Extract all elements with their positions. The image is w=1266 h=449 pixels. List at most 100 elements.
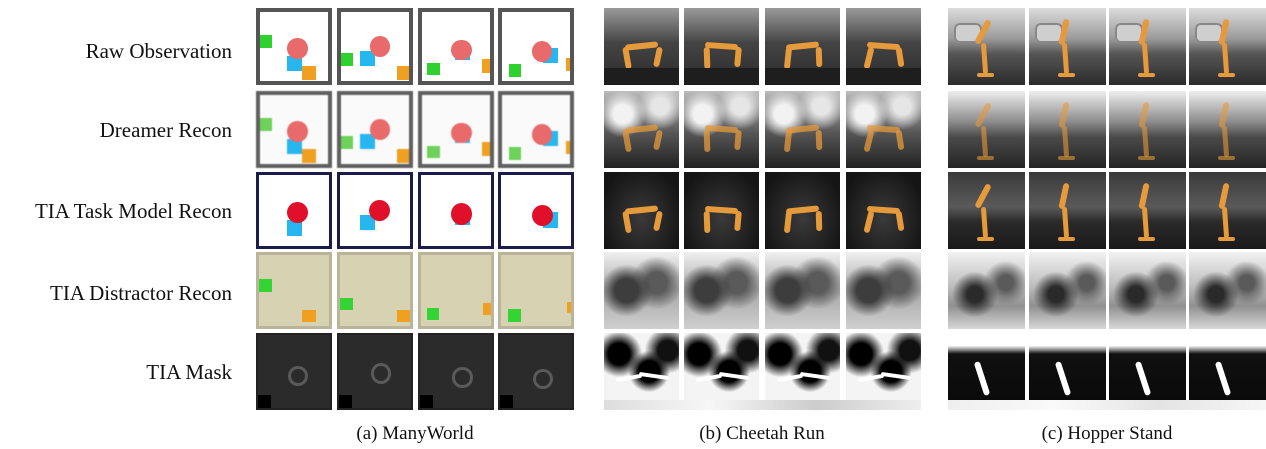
cheetah-frame — [684, 8, 759, 85]
manyworld-frame — [256, 252, 332, 329]
hopper-foot — [1218, 236, 1236, 241]
cheetah-mask-outline — [695, 374, 722, 383]
cheetah-mask-outline — [776, 374, 803, 383]
cheetah-frame — [604, 91, 679, 168]
hopper-leg — [1221, 43, 1229, 75]
hopper-foot — [1218, 72, 1236, 77]
hopper-frame — [1189, 333, 1266, 403]
manyworld-frame — [337, 333, 413, 410]
red-ball — [369, 199, 391, 222]
cheetah-front-leg — [734, 210, 742, 231]
orange-block — [482, 303, 491, 315]
red-ball — [287, 201, 308, 224]
hopper-leg — [1141, 43, 1149, 75]
cheetah-back-leg — [783, 46, 792, 69]
green-block — [426, 307, 440, 321]
hopper-mask-leg — [973, 360, 991, 397]
hopper-mask-strip — [948, 400, 1266, 410]
green-block — [508, 147, 522, 160]
orange-block — [302, 310, 317, 322]
hopper-torso — [1058, 182, 1070, 210]
green-block — [427, 63, 440, 76]
hopper-torso — [974, 101, 993, 128]
cheetah-mask-strip — [604, 400, 921, 410]
green-block — [260, 118, 273, 131]
cheetah-back-leg — [862, 210, 875, 233]
cheetah-front-leg — [895, 210, 905, 231]
orange-block — [565, 57, 570, 72]
hopper-leg — [1061, 126, 1069, 158]
blue-block — [287, 56, 303, 72]
green-block — [341, 136, 354, 149]
hopper-frame — [1029, 8, 1106, 85]
cheetah-frame — [846, 252, 921, 329]
orange-block — [396, 65, 409, 80]
hopper-frame — [1029, 333, 1106, 403]
hopper-frame — [1029, 172, 1106, 249]
ground-strip — [846, 68, 921, 85]
cheetah-back-leg — [703, 129, 710, 152]
cheetah-mask-outline — [615, 374, 642, 383]
cheetah-torso — [704, 42, 739, 51]
hopper-frame — [1189, 172, 1266, 249]
blue-block — [360, 50, 375, 66]
cheetah-frame — [604, 252, 679, 329]
hopper-mask-leg — [1214, 360, 1232, 397]
cheetah-front-leg — [815, 210, 823, 231]
hopper-torso — [1138, 101, 1150, 129]
cheetah-torso — [704, 125, 739, 134]
car-shape — [1035, 23, 1063, 44]
hopper-leg — [980, 207, 988, 239]
red-ball — [531, 40, 553, 62]
cheetah-frame — [684, 333, 759, 403]
manyworld-frame — [418, 252, 494, 329]
row-label-tia-mask: TIA Mask — [146, 360, 232, 384]
manyworld-frame — [498, 8, 574, 85]
blue-block — [359, 214, 375, 231]
hopper-foot — [1058, 155, 1076, 160]
hopper-frame — [948, 91, 1025, 168]
orange-block — [302, 65, 316, 80]
cheetah-front-leg — [815, 46, 823, 67]
row-label-dreamer-recon: Dreamer Recon — [99, 118, 232, 142]
ground-strip — [765, 68, 840, 85]
red-ball — [451, 203, 473, 225]
manyworld-frame — [498, 252, 574, 329]
cheetah-front-leg — [652, 129, 664, 150]
red-ball — [369, 36, 390, 57]
dark-patch — [258, 394, 271, 408]
hopper-frame — [1029, 91, 1106, 168]
cheetah-front-leg — [652, 210, 664, 231]
orange-block — [566, 301, 571, 314]
cheetah-frame — [684, 252, 759, 329]
hopper-leg — [1221, 207, 1229, 239]
cheetah-torso — [704, 206, 739, 215]
ring-shape — [452, 367, 473, 388]
manyworld-frame — [256, 91, 332, 168]
ground-strip — [684, 68, 759, 85]
hopper-frame — [1109, 333, 1186, 403]
cheetah-front-leg — [734, 46, 742, 67]
hopper-leg — [1061, 43, 1069, 75]
ground-strip — [604, 68, 679, 85]
ring-shape — [370, 363, 391, 384]
ring-shape — [288, 365, 309, 387]
cheetah-frame — [846, 172, 921, 249]
manyworld-frame — [337, 8, 413, 85]
cheetah-frame — [604, 172, 679, 249]
hopper-frame — [1189, 91, 1266, 168]
manyworld-frame — [337, 252, 413, 329]
green-block — [508, 64, 522, 77]
orange-block — [565, 140, 570, 155]
hopper-foot — [1218, 155, 1236, 160]
hopper-frame — [1109, 91, 1186, 168]
caption-manyworld: (a) ManyWorld — [356, 423, 474, 444]
hopper-foot — [1138, 72, 1156, 77]
cheetah-back-leg — [703, 210, 710, 233]
hopper-frame — [1189, 252, 1266, 329]
hopper-leg — [1061, 207, 1069, 239]
cheetah-frame — [765, 252, 840, 329]
cheetah-frame — [684, 172, 759, 249]
hopper-frame — [948, 8, 1025, 85]
hopper-leg — [1141, 207, 1149, 239]
